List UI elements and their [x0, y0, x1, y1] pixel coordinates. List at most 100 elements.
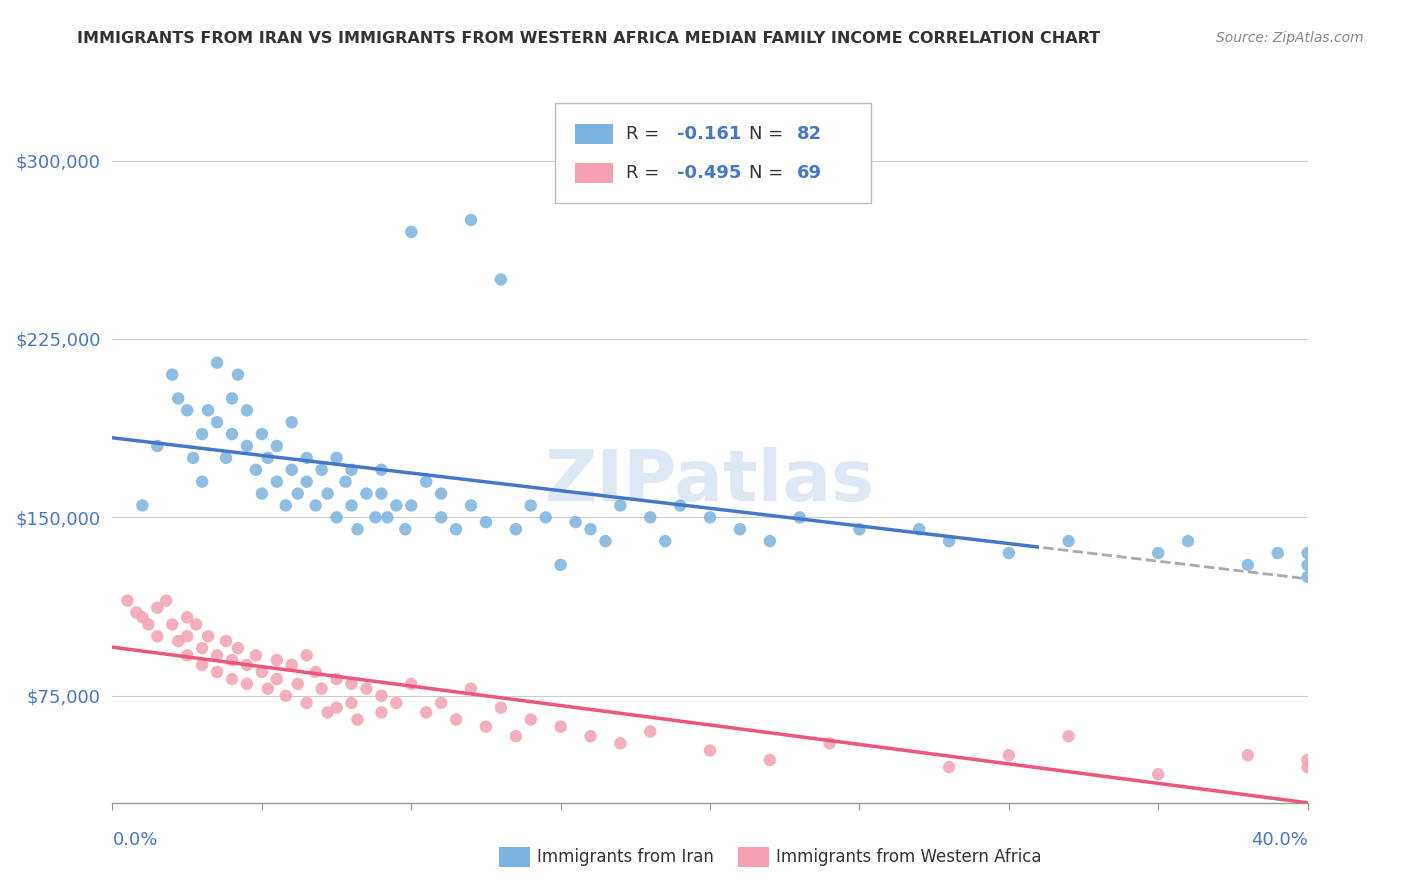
Point — [385, 696, 408, 710]
Point — [335, 475, 357, 489]
Point — [266, 475, 288, 489]
Point — [370, 486, 392, 500]
Point — [305, 665, 328, 679]
Point — [167, 634, 190, 648]
Text: 69: 69 — [797, 164, 823, 182]
Point — [191, 657, 214, 672]
Point — [205, 665, 228, 679]
Point — [155, 593, 177, 607]
Text: N =: N = — [749, 125, 789, 143]
Point — [520, 499, 543, 513]
Point — [401, 225, 423, 239]
Text: 40.0%: 40.0% — [1251, 831, 1308, 849]
Point — [236, 657, 259, 672]
Point — [364, 510, 387, 524]
FancyBboxPatch shape — [554, 103, 872, 203]
Point — [340, 677, 363, 691]
Point — [789, 510, 811, 524]
Point — [430, 486, 453, 500]
Point — [281, 463, 304, 477]
Point — [311, 463, 333, 477]
Point — [316, 486, 339, 500]
Point — [221, 392, 243, 406]
Point — [818, 736, 841, 750]
Text: -0.161: -0.161 — [676, 125, 741, 143]
Point — [257, 681, 280, 696]
Point — [444, 522, 467, 536]
Point — [609, 736, 631, 750]
Point — [146, 439, 169, 453]
Point — [1147, 767, 1170, 781]
Point — [295, 475, 318, 489]
Point — [699, 510, 721, 524]
Text: 0.0%: 0.0% — [112, 831, 157, 849]
Point — [167, 392, 190, 406]
Point — [295, 450, 318, 465]
Point — [245, 648, 267, 663]
Point — [221, 427, 243, 442]
Point — [444, 713, 467, 727]
Text: R =: R = — [627, 125, 665, 143]
Point — [430, 696, 453, 710]
Text: ZIPatlas: ZIPatlas — [546, 447, 875, 516]
Point — [377, 510, 399, 524]
Point — [245, 463, 267, 477]
Point — [205, 356, 228, 370]
Point — [274, 499, 297, 513]
Point — [295, 696, 318, 710]
Point — [998, 748, 1021, 763]
Point — [325, 672, 347, 686]
Point — [370, 706, 392, 720]
Text: Immigrants from Western Africa: Immigrants from Western Africa — [776, 848, 1042, 866]
Point — [236, 677, 259, 691]
Point — [250, 427, 273, 442]
Point — [191, 641, 214, 656]
Point — [370, 689, 392, 703]
Point — [340, 499, 363, 513]
Bar — [575, 124, 613, 145]
Point — [250, 665, 273, 679]
Point — [669, 499, 692, 513]
Point — [197, 629, 219, 643]
Point — [938, 760, 960, 774]
Point — [505, 729, 527, 743]
Point — [162, 368, 183, 382]
Point — [640, 510, 662, 524]
Point — [131, 610, 153, 624]
Point — [415, 475, 437, 489]
Point — [759, 534, 782, 549]
Point — [205, 415, 228, 429]
Point — [401, 499, 423, 513]
Point — [1296, 753, 1319, 767]
Text: Immigrants from Iran: Immigrants from Iran — [537, 848, 714, 866]
Point — [176, 610, 198, 624]
Point — [550, 720, 572, 734]
Point — [356, 681, 378, 696]
Point — [460, 681, 482, 696]
Point — [181, 450, 204, 465]
Point — [489, 272, 512, 286]
Point — [236, 403, 259, 417]
Point — [186, 617, 208, 632]
Point — [579, 522, 602, 536]
Point — [340, 696, 363, 710]
Point — [250, 486, 273, 500]
Point — [1177, 534, 1199, 549]
Point — [579, 729, 602, 743]
Point — [257, 450, 280, 465]
Point — [325, 510, 347, 524]
Point — [226, 641, 249, 656]
Point — [138, 617, 160, 632]
Point — [176, 403, 198, 417]
Point — [346, 522, 368, 536]
Point — [908, 522, 931, 536]
Point — [415, 706, 437, 720]
Point — [394, 522, 416, 536]
Point — [534, 510, 557, 524]
Point — [221, 653, 243, 667]
Point — [595, 534, 617, 549]
Bar — [575, 163, 613, 184]
Point — [162, 617, 183, 632]
Text: -0.495: -0.495 — [676, 164, 741, 182]
Point — [281, 415, 304, 429]
